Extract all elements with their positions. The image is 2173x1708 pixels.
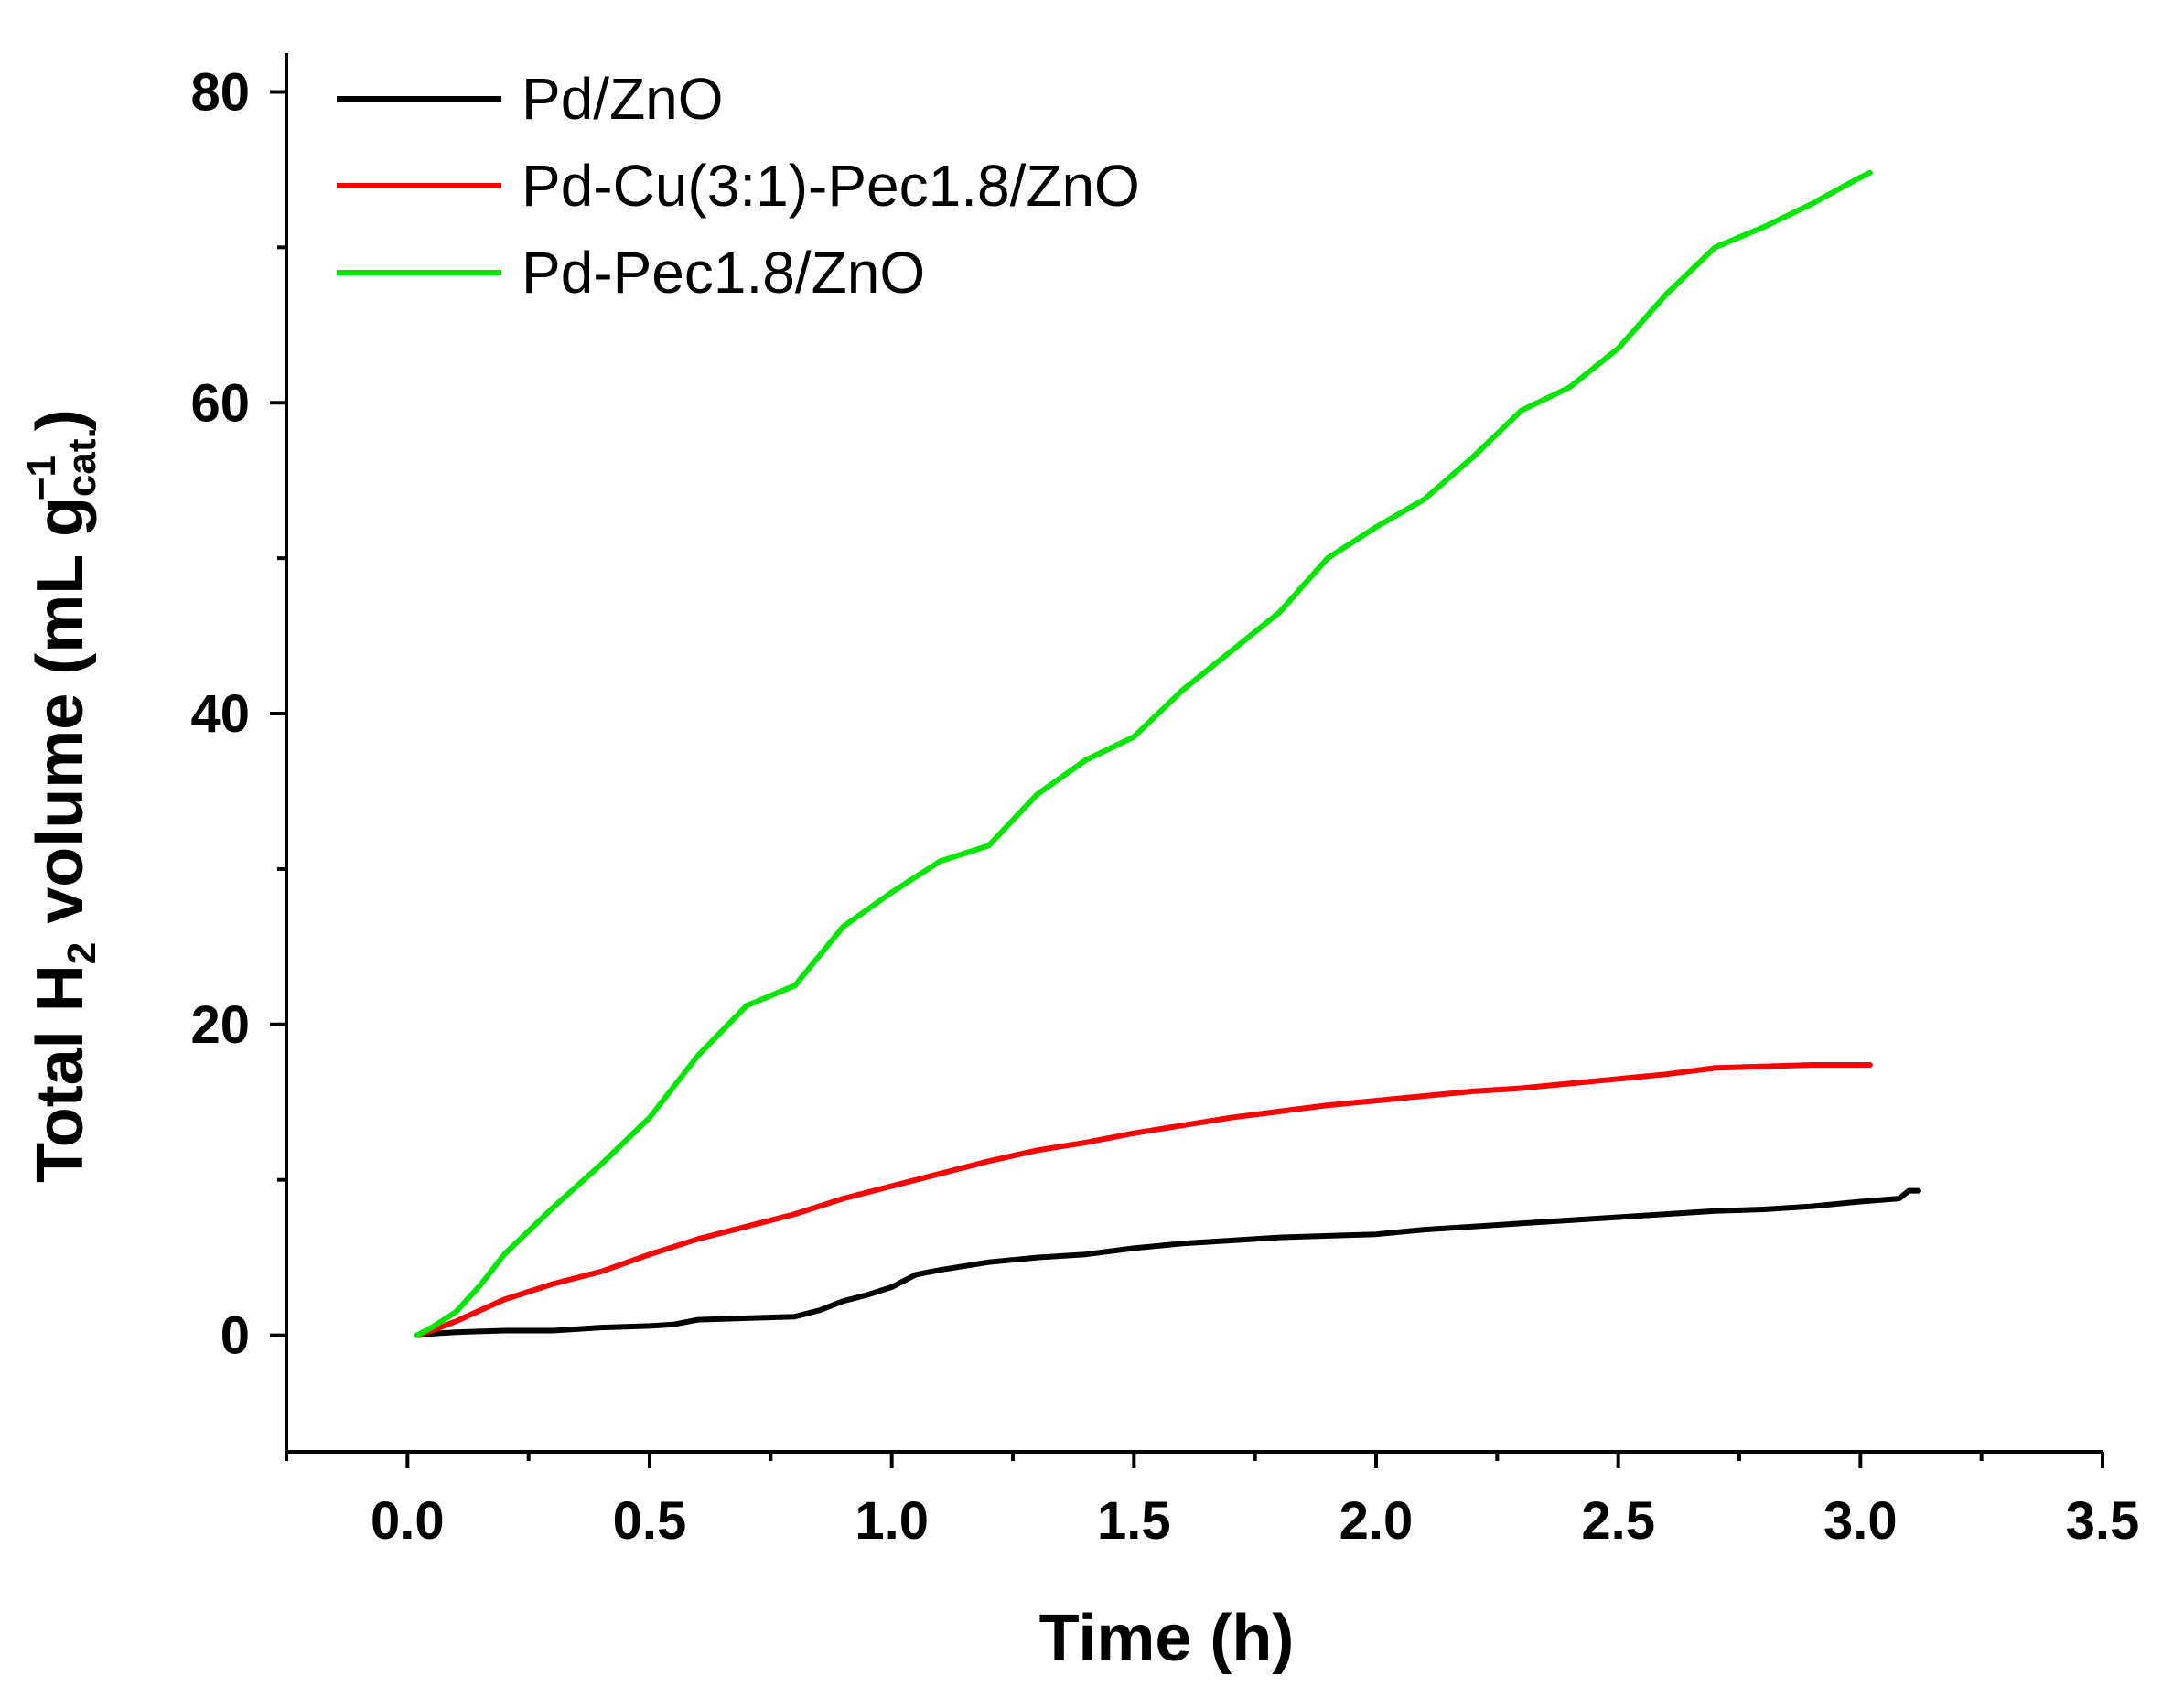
x-tick-label: 2.5 [1581, 1491, 1655, 1551]
tick-labels: 0.0 0.5 1.0 1.5 2.0 2.5 3.0 3.5 0 20 40 60 80 [190, 62, 2139, 1551]
x-tick-label: 1.0 [855, 1491, 929, 1551]
y-axis-title-subscript: 2 [59, 942, 104, 964]
y-axis-title-unit-superscript: −1 [19, 455, 64, 500]
x-tick-label: 0.0 [371, 1491, 445, 1551]
x-tick-label: 0.5 [613, 1491, 687, 1551]
y-axis-title-unit-close: ) [24, 409, 97, 431]
y-tick-label: 0 [221, 1306, 250, 1366]
x-tick-label: 3.0 [1823, 1491, 1898, 1551]
series-line-2 [414, 1062, 1873, 1338]
plot-area [414, 169, 1921, 1338]
axes [270, 53, 2104, 1468]
legend-label-2: Pd-Cu(3:1)-Pec1.8/ZnO [522, 153, 1140, 219]
series-line-3 [414, 169, 1873, 1338]
y-tick-label: 20 [190, 995, 250, 1055]
y-axis-title-unit-subscript: cat. [59, 427, 104, 497]
y-tick-label: 60 [190, 373, 250, 433]
y-axis-title-unit: volume (mL g [24, 497, 97, 942]
x-tick-label: 3.5 [2066, 1491, 2140, 1551]
y-tick-label: 80 [190, 62, 250, 122]
legend-label-3: Pd-Pec1.8/ZnO [522, 240, 925, 306]
x-tick-label: 1.5 [1097, 1491, 1171, 1551]
y-tick-label: 40 [190, 684, 250, 744]
legend: Pd/ZnO Pd-Cu(3:1)-Pec1.8/ZnO Pd-Pec1.8/ZnO [337, 66, 1140, 306]
x-axis-title: Time (h) [1039, 1602, 1295, 1675]
y-axis-title-main: Total H [24, 964, 97, 1183]
series-line-1 [414, 1187, 1921, 1338]
y-axis-title: Total H2 volume (mL gcat.−1) [19, 409, 104, 1183]
legend-label-1: Pd/ZnO [522, 66, 724, 132]
x-tick-label: 2.0 [1339, 1491, 1414, 1551]
